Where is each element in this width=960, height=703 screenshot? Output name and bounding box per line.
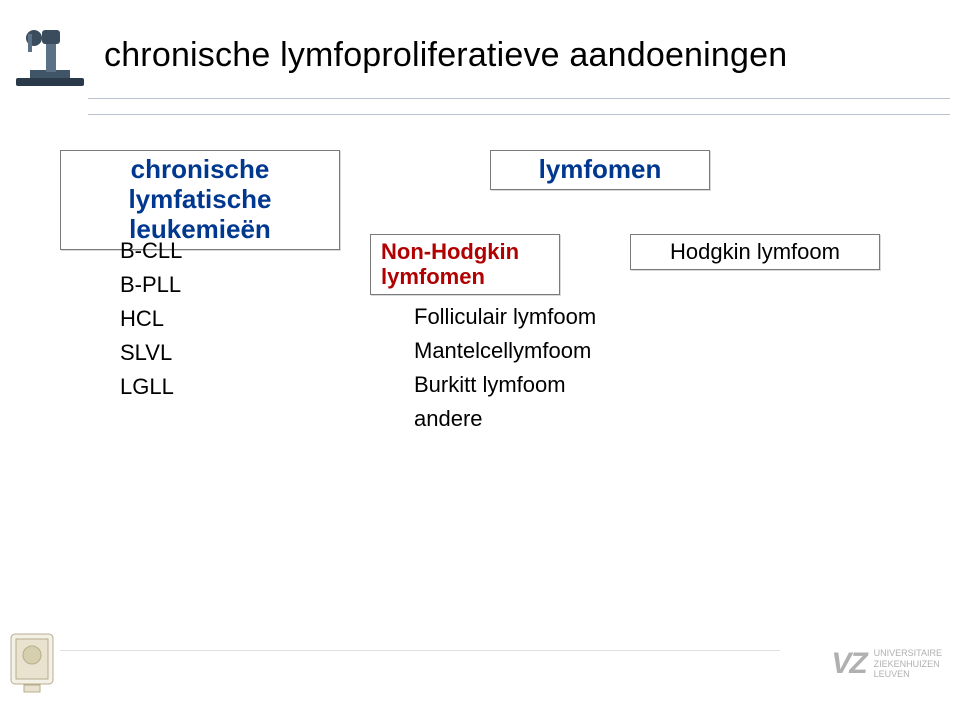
heading-non-hodgkin: Non-Hodgkin lymfomen: [381, 239, 549, 290]
nh-line2: lymfomen: [381, 264, 485, 289]
list-item: B-CLL: [120, 234, 182, 268]
vz-mark: VZ: [831, 647, 865, 681]
list-item: SLVL: [120, 336, 182, 370]
heading-leukemieen: chronische lymfatische leukemieën: [71, 155, 329, 245]
list-non-hodgkin: Folliculair lymfoom Mantelcellymfoom Bur…: [414, 300, 596, 436]
list-leukemieen: B-CLL B-PLL HCL SLVL LGLL: [120, 234, 182, 404]
box-hodgkin: Hodgkin lymfoom: [630, 234, 880, 270]
list-item: Folliculair lymfoom: [414, 300, 596, 334]
list-item: B-PLL: [120, 268, 182, 302]
uz-line2: ZIEKENHUIZEN: [874, 659, 942, 669]
bottom-rule: [60, 650, 780, 651]
heading-leukemieen-line1: chronische lymfatische: [128, 154, 271, 214]
hodgkin-label: Hodgkin lymfoom: [641, 239, 869, 265]
uz-line1: UNIVERSITAIRE: [874, 648, 942, 658]
list-item: HCL: [120, 302, 182, 336]
box-lymfomen: lymfomen: [490, 150, 710, 190]
page-title: chronische lymfoproliferatieve aandoenin…: [104, 36, 787, 75]
uz-leuven-logo: VZ UNIVERSITAIRE ZIEKENHUIZEN LEUVEN: [831, 647, 942, 681]
heading-lymfomen: lymfomen: [501, 155, 699, 185]
list-item: Mantelcellymfoom: [414, 334, 596, 368]
title-row: chronische lymfoproliferatieve aandoenin…: [0, 16, 960, 94]
box-leukemieen: chronische lymfatische leukemieën: [60, 150, 340, 250]
box-non-hodgkin: Non-Hodgkin lymfomen: [370, 234, 560, 295]
kul-seal-icon: [10, 633, 54, 693]
nh-line1: Non-Hodgkin: [381, 239, 519, 264]
microscope-icon: [4, 16, 96, 94]
list-item: andere: [414, 402, 596, 436]
uz-text: UNIVERSITAIRE ZIEKENHUIZEN LEUVEN: [874, 648, 942, 679]
title-rule-1: [88, 98, 950, 99]
list-item: Burkitt lymfoom: [414, 368, 596, 402]
slide: chronische lymfoproliferatieve aandoenin…: [0, 0, 960, 703]
title-rule-2: [88, 114, 950, 115]
list-item: LGLL: [120, 370, 182, 404]
uz-line3: LEUVEN: [874, 669, 942, 679]
